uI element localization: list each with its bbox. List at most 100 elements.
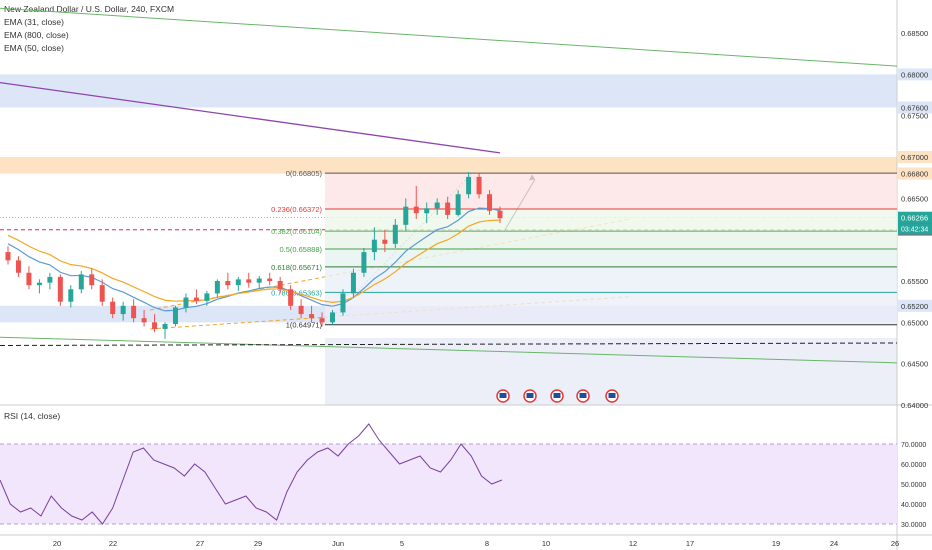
zone-1 xyxy=(0,157,897,174)
candle-body-8 xyxy=(89,274,95,286)
price-tick-2: 0.67600 xyxy=(901,103,928,112)
chart-legend: New Zealand Dollar / U.S. Dollar, 240, F… xyxy=(4,3,174,55)
time-tick-1: 22 xyxy=(109,539,117,548)
candle-body-11 xyxy=(120,305,126,315)
price-tag-bg-4 xyxy=(898,151,932,164)
time-tick-8: 12 xyxy=(629,539,637,548)
candle-body-2 xyxy=(26,272,32,286)
fib-label-1: 0.236(0.66372) xyxy=(271,205,322,214)
fib-label-3: 0.5(0.65888) xyxy=(279,245,322,254)
rsi-tick-0: 70.0000 xyxy=(901,442,926,449)
price-tick-5: 0.66800 xyxy=(901,170,928,179)
time-tick-9: 17 xyxy=(686,539,694,548)
rsi-tick-2: 50.0000 xyxy=(901,482,926,489)
legend-symbol: New Zealand Dollar / U.S. Dollar, 240, F… xyxy=(4,4,175,14)
time-tick-2: 27 xyxy=(196,539,204,548)
candle-body-24 xyxy=(256,278,262,283)
candle-body-33 xyxy=(350,272,356,294)
candle-body-36 xyxy=(382,239,388,244)
candles-layer xyxy=(5,171,503,339)
legend-ema31: EMA (31, close) xyxy=(4,17,64,27)
rsi-line xyxy=(0,423,503,525)
fib-band-1 xyxy=(325,208,897,232)
price-tag-bg-1 xyxy=(898,68,932,81)
price-tick-10: 0.65200 xyxy=(901,302,928,311)
price-tick-0: 0.68500 xyxy=(901,29,928,38)
rsi-tick-1: 60.0000 xyxy=(901,462,926,469)
candle-body-6 xyxy=(68,289,74,302)
price-tag-bg-10 xyxy=(898,299,932,312)
rsi-label: RSI (14, close) xyxy=(4,411,61,421)
candle-body-47 xyxy=(497,210,503,219)
candle-body-30 xyxy=(319,318,325,323)
price-tick-12: 0.64500 xyxy=(901,360,928,369)
price-tick-9: 0.65500 xyxy=(901,277,928,286)
time-tick-5: 5 xyxy=(400,539,404,548)
candle-body-45 xyxy=(476,176,482,195)
countdown-bg xyxy=(898,223,932,235)
candle-body-9 xyxy=(99,285,105,302)
candle-body-3 xyxy=(36,282,42,286)
fib-label-4: 0.618(0.65671) xyxy=(271,263,322,272)
time-tick-6: 8 xyxy=(485,539,489,548)
price-tag-bg-5 xyxy=(898,167,932,180)
event-flag-inner-icon-2 xyxy=(553,393,561,398)
fib-band-3 xyxy=(325,248,897,267)
event-flag-inner-icon-0 xyxy=(499,393,507,398)
price-tick-7: 0.66266 xyxy=(901,214,928,223)
dashed-support-line xyxy=(0,342,898,346)
candle-body-31 xyxy=(330,312,336,323)
rsi-tick-3: 40.0000 xyxy=(901,502,926,509)
candle-body-41 xyxy=(434,202,440,209)
candle-body-32 xyxy=(340,293,346,313)
candle-body-16 xyxy=(172,307,178,324)
candle-body-13 xyxy=(141,318,147,323)
rsi-layer: 70.0000 60.0000 50.0000 40.0000 30.0000 xyxy=(0,423,926,529)
price-tick-1: 0.68000 xyxy=(901,70,928,79)
candle-body-25 xyxy=(267,278,273,282)
zone-0 xyxy=(0,74,897,108)
candle-body-14 xyxy=(152,322,158,329)
candle-body-15 xyxy=(162,324,168,329)
candle-body-44 xyxy=(466,176,472,195)
candle-body-5 xyxy=(57,276,63,302)
fib-band-2 xyxy=(325,231,897,249)
fib-label-0: 0(0.66805) xyxy=(286,169,323,178)
candle-body-26 xyxy=(277,281,283,290)
upper-channel-line xyxy=(0,7,898,67)
event-flag-inner-icon-4 xyxy=(608,393,616,398)
price-tag-bg-7 xyxy=(898,211,932,224)
ema50-line xyxy=(7,219,501,303)
candle-body-22 xyxy=(235,279,241,286)
event-flag-inner-icon-1 xyxy=(526,393,534,398)
legend-ema800: EMA (800, close) xyxy=(4,30,69,40)
lower-channel-line xyxy=(0,336,898,364)
legend-ema50: EMA (50, close) xyxy=(4,43,64,53)
candle-body-19 xyxy=(204,293,210,301)
candle-body-1 xyxy=(15,260,21,273)
price-tick-11: 0.65000 xyxy=(901,318,928,327)
candle-body-4 xyxy=(47,276,53,283)
candle-body-7 xyxy=(78,274,84,290)
ema800-line xyxy=(0,82,501,154)
fib-band-4 xyxy=(325,266,897,293)
candle-body-43 xyxy=(455,194,461,215)
fib-band-5 xyxy=(325,292,897,325)
price-tag-bg-2 xyxy=(898,101,932,114)
rsi-band xyxy=(0,444,897,524)
time-tick-7: 10 xyxy=(542,539,550,548)
candle-body-17 xyxy=(183,297,189,308)
countdown: 03:42:34 xyxy=(901,227,928,234)
candle-body-10 xyxy=(110,301,116,315)
time-axis-layer: 20 22 27 29 Jun 5 8 10 12 17 19 24 26 xyxy=(53,539,899,548)
candle-body-12 xyxy=(131,305,137,319)
time-tick-4: Jun xyxy=(332,539,344,548)
candle-body-0 xyxy=(5,252,11,261)
event-flag-inner-icon-3 xyxy=(579,393,587,398)
candle-body-37 xyxy=(392,224,398,244)
price-tick-13: 0.64000 xyxy=(901,401,928,410)
candle-body-39 xyxy=(413,206,419,214)
candle-body-20 xyxy=(214,281,220,294)
